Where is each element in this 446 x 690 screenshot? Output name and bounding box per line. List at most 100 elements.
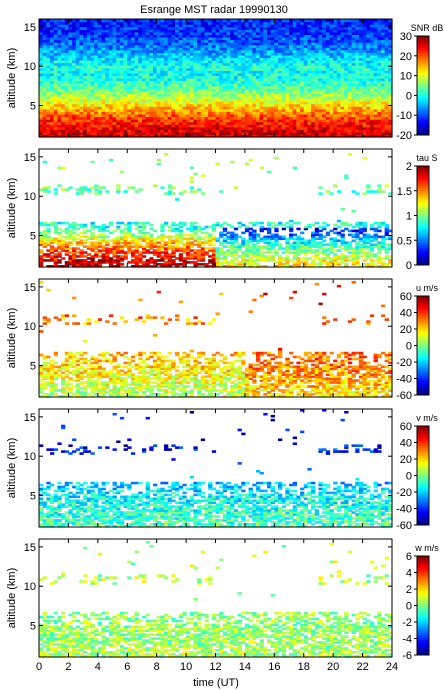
SNR-cell (108, 47, 114, 51)
SNR-cell (53, 101, 58, 105)
SNR-cell (138, 113, 143, 118)
tau-cell (53, 247, 58, 250)
SNR-cell (57, 65, 62, 69)
tau-cell (112, 229, 117, 233)
SNR-cell (79, 70, 84, 74)
SNR-cell (61, 113, 66, 118)
SNR-cell (123, 75, 128, 79)
SNR-cell (57, 19, 62, 23)
tau-cell (61, 221, 66, 225)
SNR-cell (156, 70, 161, 74)
SNR-cell (152, 72, 158, 77)
SNR-cell (46, 19, 51, 23)
SNR-cell (72, 116, 77, 120)
SNR-cell (94, 57, 99, 61)
SNR-cell (112, 21, 117, 25)
SNR-cell (127, 31, 132, 35)
tau-cell (94, 241, 99, 244)
SNR-cell (86, 34, 92, 38)
SNR-cell (68, 36, 73, 41)
SNR-cell (72, 106, 77, 110)
SNR-cell (105, 49, 110, 53)
tau-cell (72, 247, 77, 250)
SNR-cell (152, 134, 158, 138)
SNR-cell (68, 21, 73, 25)
SNR-cell (94, 70, 99, 74)
SNR-cell (61, 42, 66, 46)
SNR-cell (112, 75, 117, 79)
SNR-cell (79, 75, 84, 79)
SNR-cell (97, 54, 103, 59)
tau-cell (108, 239, 114, 243)
SNR-cell (68, 80, 73, 84)
tau-cell (101, 233, 106, 237)
SNR-cell (64, 49, 70, 53)
SNR-cell (68, 57, 73, 61)
SNR-cell (145, 134, 150, 138)
SNR-cell (39, 116, 44, 120)
SNR-cell (101, 60, 106, 64)
SNR-cell (61, 70, 66, 74)
tau-cell (83, 255, 88, 258)
SNR-cell (94, 72, 99, 77)
SNR-cell (79, 44, 84, 48)
SNR-cell (141, 75, 147, 79)
SNR-cell (116, 124, 121, 128)
SNR-cell (145, 54, 150, 59)
SNR-cell (130, 39, 136, 43)
SNR-cell (61, 24, 66, 28)
SNR-cell (141, 62, 147, 66)
SNR-cell (101, 116, 106, 120)
SNR-cell (127, 19, 132, 23)
SNR-cell (127, 49, 132, 53)
SNR-cell (123, 47, 128, 51)
SNR-cell (101, 78, 106, 82)
SNR-cell (53, 111, 58, 115)
tau-cell (134, 235, 139, 239)
SNR-cell (149, 72, 154, 77)
tau-cell (42, 259, 47, 262)
tau-cell (108, 245, 114, 248)
SNR-cell (156, 95, 161, 100)
SNR-cell (101, 119, 106, 123)
SNR-cell (50, 54, 55, 59)
SNR-cell (90, 131, 95, 136)
SNR-cell (50, 29, 55, 33)
tau-cell (112, 259, 117, 262)
SNR-cell (127, 24, 132, 28)
SNR-cell (105, 62, 110, 66)
SNR-cell (79, 119, 84, 123)
SNR-cell (64, 21, 70, 25)
SNR-cell (141, 47, 147, 51)
SNR-cell (42, 85, 47, 89)
tau-cell (116, 255, 121, 258)
SNR-cell (152, 129, 158, 133)
SNR-cell (112, 113, 117, 118)
SNR-cell (68, 75, 73, 79)
SNR-cell (101, 42, 106, 46)
SNR-cell (57, 31, 62, 35)
SNR-cell (105, 134, 110, 138)
SNR-cell (138, 49, 143, 53)
SNR-cell (127, 131, 132, 136)
SNR-cell (75, 75, 81, 79)
SNR-cell (105, 44, 110, 48)
SNR-cell (108, 90, 114, 94)
SNR-cell (64, 75, 70, 79)
SNR-cell (97, 24, 103, 28)
SNR-cell (149, 29, 154, 33)
SNR-cell (57, 113, 62, 118)
SNR-cell (53, 19, 58, 23)
SNR-cell (42, 47, 47, 51)
SNR-cell (119, 129, 125, 133)
SNR-cell (53, 88, 58, 92)
SNR-cell (127, 42, 132, 46)
SNR-cell (90, 70, 95, 74)
SNR-cell (83, 62, 88, 66)
SNR-cell (57, 116, 62, 120)
SNR-cell (86, 80, 92, 84)
SNR-cell (42, 62, 47, 66)
SNR-cell (86, 70, 92, 74)
SNR-cell (53, 126, 58, 130)
SNR-cell (138, 98, 143, 102)
